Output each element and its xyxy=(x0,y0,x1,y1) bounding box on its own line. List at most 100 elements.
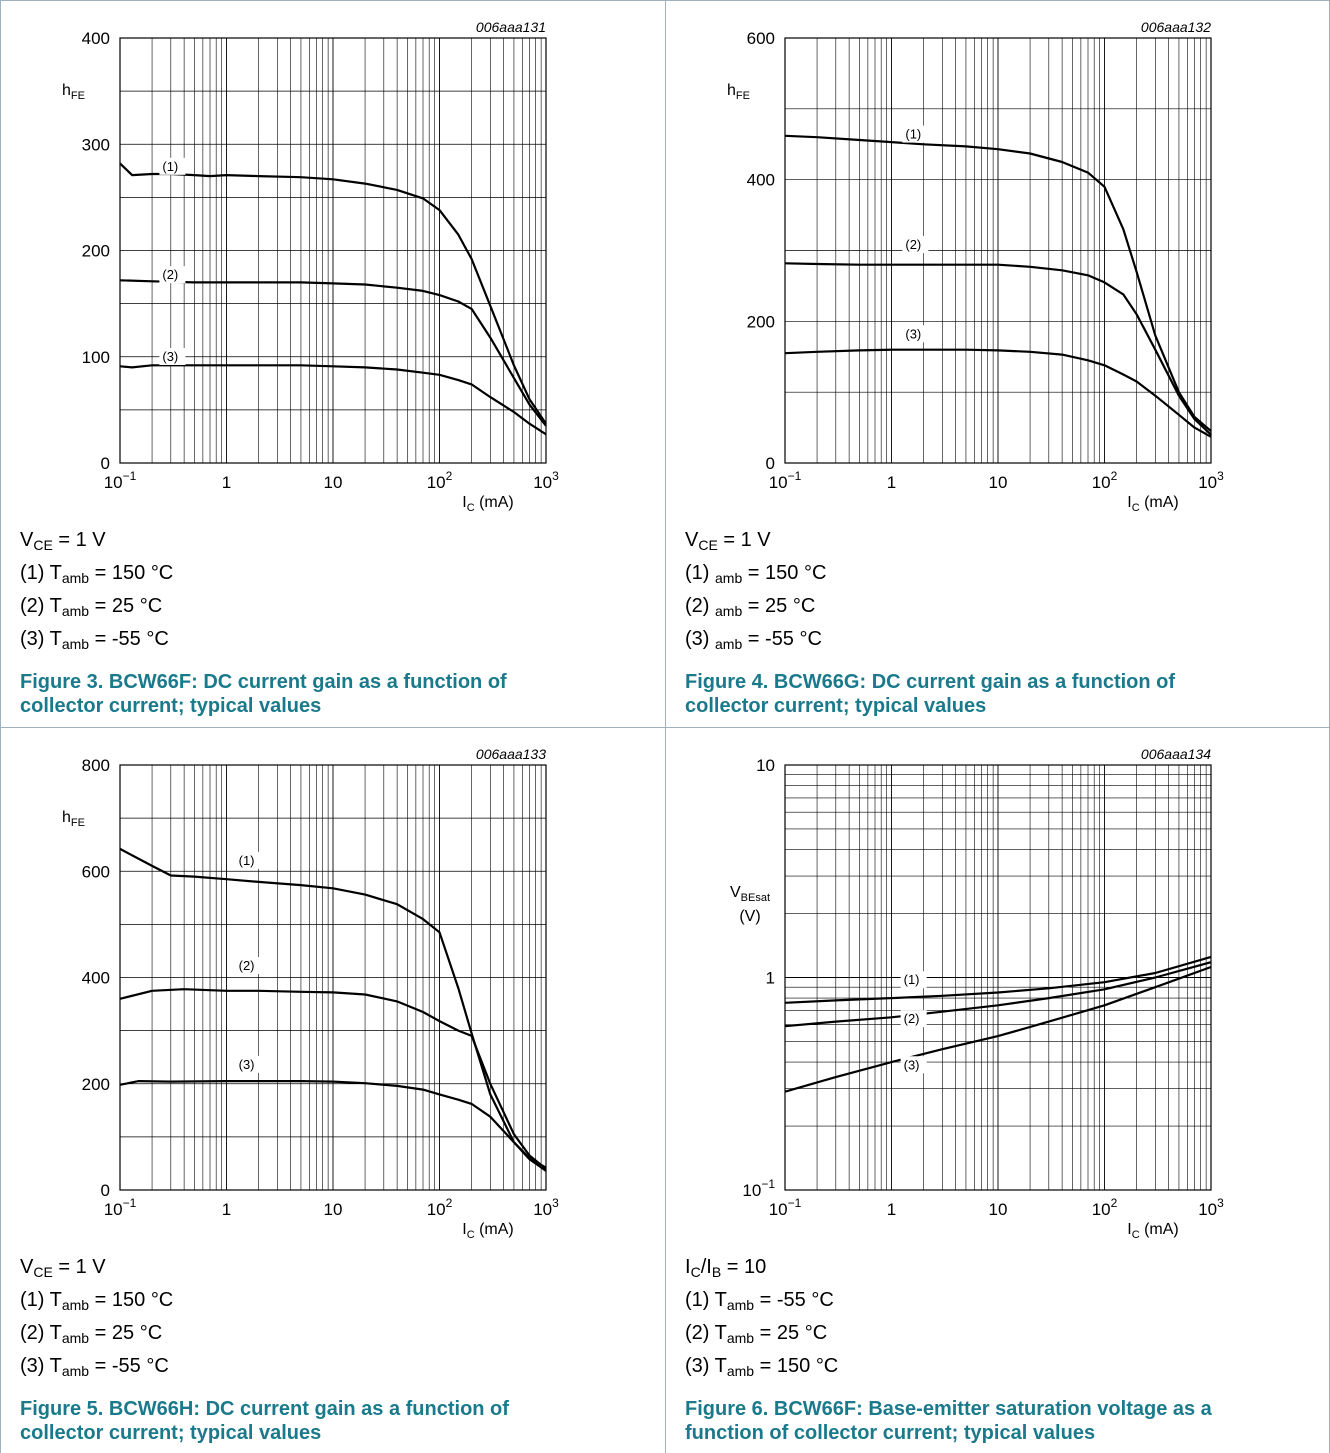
x-tick-label: 1 xyxy=(222,1200,231,1219)
condition-symbol: (1) T xyxy=(685,1289,727,1311)
series-label-1: (1) xyxy=(905,127,921,142)
series-label-backdrop xyxy=(235,1055,262,1073)
x-tick-label: 103 xyxy=(1198,469,1224,492)
condition-line: (2) Tamb = 25 °C xyxy=(20,590,173,623)
series-label-backdrop xyxy=(900,1056,927,1074)
condition-value: = 150 °C xyxy=(89,1289,174,1311)
series-label-2: (2) xyxy=(905,237,921,252)
series-label-1: (1) xyxy=(239,853,255,868)
x-tick-base: 10 xyxy=(769,1200,788,1219)
x-tick-label: 103 xyxy=(533,469,559,492)
condition-symbol: (1) T xyxy=(20,562,62,584)
y-tick-label: 200 xyxy=(82,1075,110,1094)
condition-subscript: amb xyxy=(726,1297,755,1313)
condition-subscript: B xyxy=(711,1264,722,1280)
y-tick-label: 200 xyxy=(747,312,775,331)
x-axis-label-main: I xyxy=(1127,1221,1131,1238)
condition-subscript: amb xyxy=(61,1330,90,1346)
x-tick-label: 10−1 xyxy=(104,469,137,492)
condition-symbol: (2) T xyxy=(20,595,62,617)
y-tick-base: 0 xyxy=(101,454,110,473)
condition-line: VCE = 1 V xyxy=(20,524,173,557)
series-label-backdrop xyxy=(900,971,927,989)
x-tick-base: 1 xyxy=(222,1200,231,1219)
x-tick-base: 10 xyxy=(533,1200,552,1219)
condition-line: (1) Tamb = -55 °C xyxy=(685,1284,838,1317)
condition-line: VCE = 1 V xyxy=(685,524,826,557)
caption-line-2: collector current; typical values xyxy=(20,1422,322,1444)
grid-lines xyxy=(784,765,1211,1191)
y-tick-label: 300 xyxy=(82,135,110,154)
condition-line: IC/IB = 10 xyxy=(685,1251,838,1284)
condition-symbol: (2) T xyxy=(20,1322,62,1344)
y-axis-label-main: h xyxy=(62,82,71,99)
frame-middle-horizontal xyxy=(0,727,1330,728)
figure-code: 006aaa132 xyxy=(1141,19,1211,35)
x-tick-base: 10 xyxy=(324,473,343,492)
condition-line: (2) Tamb = 25 °C xyxy=(685,1317,838,1350)
condition-symbol: V xyxy=(20,1256,34,1278)
condition-symbol: (2) T xyxy=(685,1322,727,1344)
series-line-3 xyxy=(119,364,547,436)
condition-subscript: amb xyxy=(726,1363,755,1379)
figure-caption: Figure 5. BCW66H: DC current gain as a f… xyxy=(20,1397,650,1445)
conditions-list: VCE = 1 V (1) Tamb = 150 °C (2) Tamb = 25 … xyxy=(20,1251,173,1383)
conditions-list: VCE = 1 V (1) Tamb = 150 °C (2) Tamb = 25 … xyxy=(20,524,173,656)
x-axis-label-unit: (mA) xyxy=(475,1221,514,1238)
series-label-backdrop xyxy=(235,957,262,975)
x-tick-base: 10 xyxy=(1092,473,1111,492)
x-tick-base: 10 xyxy=(324,1200,343,1219)
y-tick-base: 200 xyxy=(747,312,775,331)
series-line-3 xyxy=(119,1080,547,1172)
x-tick-label: 10 xyxy=(324,473,343,492)
x-axis-label: IC (mA) xyxy=(1127,1221,1179,1241)
figure-code: 006aaa134 xyxy=(1141,746,1211,762)
x-axis-label-sub: C xyxy=(1132,1229,1140,1241)
condition-value: = 25 °C xyxy=(754,1322,828,1344)
condition-subscript: amb xyxy=(61,636,90,652)
x-tick-exponent: 2 xyxy=(1111,469,1118,483)
y-tick-label: 600 xyxy=(82,862,110,881)
series-label-3: (3) xyxy=(905,326,921,341)
x-tick-base: 10 xyxy=(989,1200,1008,1219)
series-label-3: (3) xyxy=(162,349,178,364)
condition-value: = -55 °C xyxy=(89,1355,169,1377)
condition-symbol: (1) T xyxy=(20,1289,62,1311)
grid-lines xyxy=(119,37,546,464)
condition-value: = 25 °C xyxy=(89,1322,163,1344)
series-line-3 xyxy=(784,965,1212,1093)
figure-panel: 0 100 200 300 400 10−1 1 10 102 103 IC (mA) hFE 006a… xyxy=(0,0,664,726)
x-tick-label: 102 xyxy=(1092,1196,1118,1219)
condition-symbol: V xyxy=(685,529,699,551)
condition-value: = 1 V xyxy=(52,529,106,551)
x-tick-label: 10−1 xyxy=(104,1196,137,1219)
caption-line-1: Figure 6. BCW66F: Base-emitter saturatio… xyxy=(685,1398,1212,1420)
series-line-2 xyxy=(784,262,1212,436)
condition-value: = 1 V xyxy=(717,529,771,551)
y-tick-label: 400 xyxy=(82,969,110,988)
conditions-list: VCE = 1 V (1) amb = 150 °C (2) amb = 25 °C… xyxy=(685,524,826,656)
y-tick-label: 0 xyxy=(766,454,775,473)
caption-line-1: Figure 3. BCW66F: DC current gain as a f… xyxy=(20,671,507,693)
conditions-list: IC/IB = 10 (1) Tamb = -55 °C (2) Tamb = 25… xyxy=(685,1251,838,1383)
condition-value: = 150 °C xyxy=(742,562,827,584)
frame-middle-vertical xyxy=(665,0,666,1453)
x-tick-label: 10 xyxy=(989,473,1008,492)
x-tick-exponent: 3 xyxy=(1217,1196,1224,1210)
plot-border xyxy=(784,37,1212,464)
condition-subscript: amb xyxy=(61,1363,90,1379)
condition-subscript: C xyxy=(690,1264,701,1280)
y-tick-base: 600 xyxy=(82,862,110,881)
series-label-backdrop xyxy=(902,236,929,254)
condition-subscript: amb xyxy=(715,603,743,619)
condition-subscript: CE xyxy=(33,537,53,553)
series-label-backdrop xyxy=(159,348,186,365)
condition-symbol: (3) T xyxy=(20,628,62,650)
condition-line: (3) Tamb = 150 °C xyxy=(685,1350,838,1383)
x-tick-label: 1 xyxy=(222,473,231,492)
x-tick-exponent: −1 xyxy=(788,1196,802,1210)
x-tick-label: 102 xyxy=(427,469,453,492)
x-axis-label: IC (mA) xyxy=(1127,494,1179,514)
